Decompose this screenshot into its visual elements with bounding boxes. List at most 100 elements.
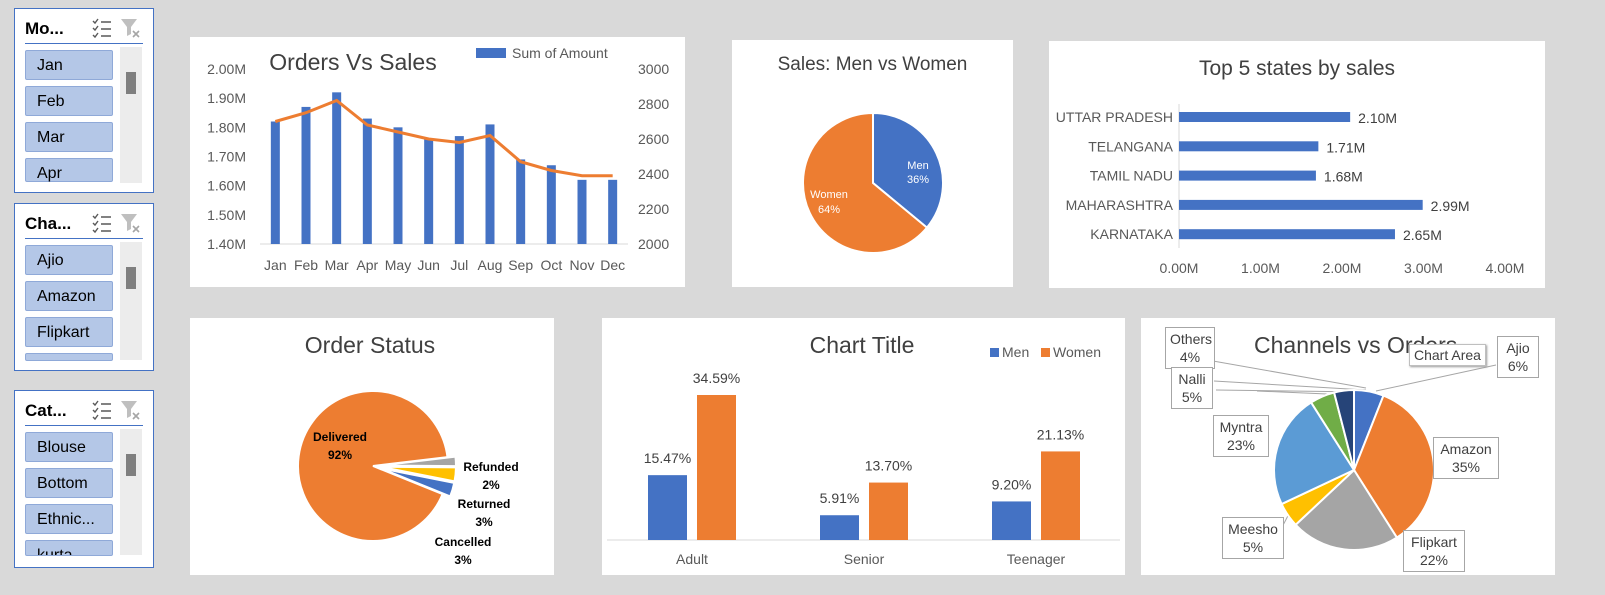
clear-filter-icon[interactable] [119, 212, 141, 234]
category-slicer[interactable]: Cat... Blouse Bottom Ethnic... kurta [14, 390, 154, 568]
clear-filter-icon[interactable] [119, 17, 141, 39]
state-value-label: 1.68M [1324, 169, 1363, 185]
multi-select-icon[interactable] [91, 399, 113, 421]
legend-swatch-men [990, 348, 999, 357]
bars [270, 92, 618, 245]
month-slicer[interactable]: Mo... Jan Feb Mar Apr [14, 8, 154, 193]
slicer-item-partial[interactable] [25, 353, 113, 361]
channels-vs-orders-chart[interactable]: Channels vs Orders Others 4% Nalli 5% Mynt… [1141, 318, 1555, 575]
slicer-item-feb[interactable]: Feb [25, 86, 113, 116]
label-myntra: Myntra 23% [1213, 415, 1269, 457]
left-tick-label: 1.40M [207, 236, 246, 252]
refunded-label: Refunded [463, 460, 518, 474]
bar-men-teenager [992, 501, 1031, 540]
state-value-label: 2.99M [1431, 198, 1470, 214]
x-tick-label: 2.00M [1323, 260, 1362, 276]
pie-slice-others [1332, 388, 1355, 471]
pie-slice-delivered [297, 390, 449, 542]
channel-slicer-title: Cha... [25, 214, 72, 233]
bar-sep [516, 159, 526, 244]
order-status-pie: Delivered 92% Refunded 2% Returned 3% Ca… [297, 390, 519, 567]
x-tick-label: Sep [508, 257, 533, 273]
slicer-item-ethnic[interactable]: Ethnic... [25, 504, 113, 534]
legend-men: Men [1002, 344, 1029, 360]
slicer-scrollbar[interactable] [120, 47, 142, 183]
label-others: Others 4% [1165, 327, 1215, 369]
state-value-label: 1.71M [1326, 139, 1365, 155]
age-group-chart[interactable]: Chart Title Men Women 15.47% 34.59% Adult 5… [602, 318, 1125, 575]
slicer-item-jan[interactable]: Jan [25, 50, 113, 80]
top-states-chart[interactable]: Top 5 states by sales UTTAR PRADESH 2.10M… [1049, 41, 1545, 288]
pie-slice-flipkart [1294, 468, 1399, 551]
women-pct: 64% [818, 204, 840, 216]
bar-value-label: 13.70% [865, 458, 912, 474]
chart-title: Top 5 states by sales [1198, 57, 1396, 80]
slicer-item-apr[interactable]: Apr [25, 158, 113, 182]
slicer-item-kurta[interactable]: kurta [25, 540, 113, 556]
order-status-chart[interactable]: Order Status Delivered 92% Refunded 2% R… [190, 318, 554, 575]
orders-vs-sales-chart[interactable]: Orders Vs Sales Sum of Amount 2.00M 1.90M… [190, 37, 685, 287]
slicer-divider [25, 425, 143, 426]
returned-pct: 3% [475, 515, 493, 529]
scrollbar-thumb[interactable] [126, 72, 136, 94]
slicer-item-bottom[interactable]: Bottom [25, 468, 113, 498]
slicer-item-mar[interactable]: Mar [25, 122, 113, 152]
x-tick-label: 0.00M [1160, 260, 1199, 276]
state-label: MAHARASHTRA [1066, 197, 1174, 213]
scrollbar-thumb[interactable] [126, 454, 136, 476]
state-label: KARNATAKA [1090, 226, 1173, 242]
bar-women-adult [697, 395, 736, 540]
bar-apr [362, 118, 372, 244]
bar-value-label: 5.91% [820, 490, 860, 506]
age-group-plot: Men Women 15.47% 34.59% Adult 5.91% 13.70% Se… [607, 344, 1120, 567]
legend-women: Women [1053, 344, 1101, 360]
men-vs-women-chart[interactable]: Sales: Men vs Women Men 36% Women 64% [732, 40, 1013, 287]
pie-slice-returned [380, 465, 457, 483]
state-label: TAMIL NADU [1090, 168, 1173, 184]
men-pct: 36% [907, 174, 929, 186]
slicer-item-ajio[interactable]: Ajio [25, 245, 113, 275]
delivered-label: Delivered [313, 430, 367, 444]
pie-slice-myntra [1273, 401, 1356, 506]
slicer-item-amazon[interactable]: Amazon [25, 281, 113, 311]
x-tick-label: Oct [540, 257, 562, 273]
cancelled-label: Cancelled [435, 535, 492, 549]
chart-title: Order Status [304, 332, 436, 358]
slicer-scrollbar[interactable] [120, 242, 142, 360]
bar-value-label: 34.59% [693, 370, 740, 386]
state-label: TELANGANA [1088, 138, 1173, 154]
right-tick-label: 2400 [638, 166, 669, 182]
slicer-scrollbar[interactable] [120, 429, 142, 555]
bar-mar [332, 92, 342, 244]
month-slicer-title: Mo... [25, 19, 64, 38]
multi-select-icon[interactable] [91, 17, 113, 39]
slicer-item-blouse[interactable]: Blouse [25, 432, 113, 462]
channel-slicer[interactable]: Cha... Ajio Amazon Flipkart [14, 203, 154, 371]
legend-swatch [476, 48, 506, 58]
multi-select-icon[interactable] [91, 212, 113, 234]
orders-line [274, 98, 613, 178]
clear-filter-icon[interactable] [119, 399, 141, 421]
pie-slice-refunded [380, 455, 457, 468]
state-value-label: 2.65M [1403, 227, 1442, 243]
cancelled-pct: 3% [454, 553, 472, 567]
left-tick-label: 1.50M [207, 207, 246, 223]
chart-title: Orders Vs Sales [269, 49, 437, 75]
x-tick-label: Teenager [1007, 551, 1066, 567]
bar-aug [485, 124, 495, 244]
x-tick-label: Aug [478, 257, 503, 273]
x-tick-label: Jan [264, 257, 287, 273]
slicer-item-flipkart[interactable]: Flipkart [25, 317, 113, 347]
channels-pie [1212, 360, 1497, 551]
refunded-pct: 2% [482, 478, 500, 492]
category-slicer-title: Cat... [25, 401, 67, 420]
x-tick-label: Dec [600, 257, 625, 273]
right-tick-label: 2800 [638, 96, 669, 112]
chart-area-tooltip: Chart Area [1409, 344, 1486, 366]
state-label: UTTAR PRADESH [1056, 109, 1173, 125]
x-tick-label: May [385, 257, 411, 273]
right-tick-label: 2200 [638, 201, 669, 217]
bar-women-senior [869, 482, 908, 540]
bar-value-label: 21.13% [1037, 426, 1084, 442]
scrollbar-thumb[interactable] [126, 267, 136, 289]
